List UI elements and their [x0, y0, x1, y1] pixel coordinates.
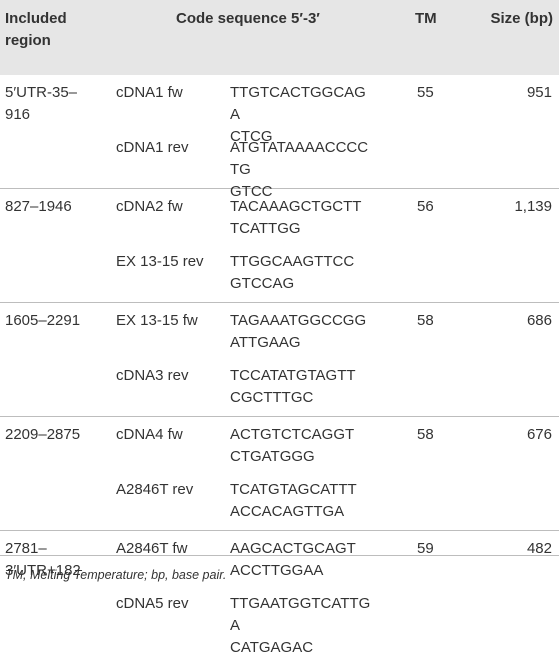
sequence-line1: ATGTATAAAACCCCTG	[230, 139, 369, 178]
table-row: 2209–2875 cDNA4 fw ACTGTCTCAGGT CTGATGGG…	[0, 424, 559, 469]
sequence-line1: TACAAAGCTGCTT	[230, 198, 362, 215]
table-row: 1605–2291 EX 13-15 fw TAGAAATGGCCGG ATTG…	[0, 310, 559, 355]
tm-cell: 56	[417, 198, 434, 215]
sequence-line2: CGCTTTGC	[230, 389, 314, 406]
region-line1: 2781–	[5, 540, 47, 557]
table-row: cDNA1 rev ATGTATAAAACCCCTG GTCC	[0, 137, 559, 200]
tm-cell: 58	[417, 426, 434, 443]
primer-name: cDNA3 rev	[116, 367, 189, 384]
sequence-line2: GTCCAG	[230, 275, 295, 292]
region-line1: 1605–2291	[5, 312, 81, 329]
primer-sequence: TCATGTAGCATTT ACCACAGTTGA	[230, 479, 375, 523]
sequence-line1: ACTGTCTCAGGT	[230, 426, 355, 443]
size-cell: 951	[526, 84, 552, 101]
primer-name: cDNA1 fw	[116, 84, 183, 101]
primer-name: cDNA1 rev	[116, 139, 189, 156]
sequence-line1: AAGCACTGCAGT	[230, 540, 356, 557]
sequence-line2: CATGAGAC	[230, 639, 314, 656]
sequence-line1: TTGGCAAGTTCC	[230, 253, 355, 270]
table-header: Included region Code sequence 5′-3′ TM S…	[0, 0, 559, 75]
tm-cell: 58	[417, 312, 434, 329]
included-region-cell: 2781– 3′UTR+182	[5, 538, 105, 582]
included-region-cell: 1605–2291	[5, 310, 105, 332]
table-row: EX 13-15 rev TTGGCAAGTTCC GTCCAG	[0, 251, 559, 296]
size-cell: 1,139	[514, 198, 552, 215]
sequence-line2: ACCACAGTTGA	[230, 503, 345, 520]
primer-sequence: TCCATATGTAGTT CGCTTTGC	[230, 365, 375, 409]
primer-sequence: TAGAAATGGCCGG ATTGAAG	[230, 310, 375, 354]
primer-name: A2846T fw	[116, 540, 188, 557]
primer-name: cDNA2 fw	[116, 198, 183, 215]
primer-sequence: TACAAAGCTGCTT TCATTGG	[230, 196, 375, 240]
sequence-line1: TTGAATGGTCATTGA	[230, 595, 371, 634]
primer-sequence: TTGAATGGTCATTGA CATGAGAC	[230, 593, 375, 659]
included-region-cell: 5′UTR-35– 916	[5, 82, 105, 126]
header-code-sequence: Code sequence 5′-3′	[176, 10, 320, 27]
sequence-line2: GTCC	[230, 183, 273, 200]
primer-name: EX 13-15 fw	[116, 312, 198, 329]
region-line2: 916	[5, 106, 31, 123]
header-tm: TM	[415, 10, 437, 27]
size-cell: 676	[526, 426, 552, 443]
sequence-line1: TCATGTAGCATTT	[230, 481, 357, 498]
table-row-group: 5′UTR-35– 916 cDNA1 fw TTGTCACTGGCAGA CT…	[0, 75, 559, 200]
included-region-cell: 2209–2875	[5, 424, 105, 446]
region-line2: 3′UTR+182	[5, 562, 81, 579]
primer-sequence: AAGCACTGCAGT ACCTTGGAA	[230, 538, 375, 582]
primer-name: EX 13-15 rev	[116, 253, 204, 270]
table-row-group: 1605–2291 EX 13-15 fw TAGAAATGGCCGG ATTG…	[0, 303, 559, 417]
header-included-region: Included region	[5, 8, 115, 52]
table-row: cDNA3 rev TCCATATGTAGTT CGCTTTGC	[0, 365, 559, 410]
primer-name: cDNA4 fw	[116, 426, 183, 443]
size-cell: 482	[526, 540, 552, 557]
table-footnote: TM, Melting Temperature; bp, base pair.	[5, 568, 227, 582]
table-bottom-rule	[0, 555, 559, 556]
region-line1: 827–1946	[5, 198, 72, 215]
primer-sequence: ATGTATAAAACCCCTG GTCC	[230, 137, 375, 203]
primer-sequence: TTGTCACTGGCAGA CTCG	[230, 82, 375, 148]
sequence-line1: TAGAAATGGCCGG	[230, 312, 367, 329]
size-cell: 686	[526, 312, 552, 329]
primer-sequence: ACTGTCTCAGGT CTGATGGG	[230, 424, 375, 468]
table-row: 2781– 3′UTR+182 A2846T fw AAGCACTGCAGT A…	[0, 538, 559, 583]
table-row: 827–1946 cDNA2 fw TACAAAGCTGCTT TCATTGG …	[0, 196, 559, 241]
sequence-line1: TTGTCACTGGCAGA	[230, 84, 366, 123]
header-size: Size (bp)	[490, 10, 554, 27]
region-line1: 2209–2875	[5, 426, 81, 443]
table-row-group: 2209–2875 cDNA4 fw ACTGTCTCAGGT CTGATGGG…	[0, 417, 559, 531]
table-row-group: 827–1946 cDNA2 fw TACAAAGCTGCTT TCATTGG …	[0, 189, 559, 303]
table-row-group: 2781– 3′UTR+182 A2846T fw AAGCACTGCAGT A…	[0, 531, 559, 656]
sequence-line2: TCATTGG	[230, 220, 301, 237]
primer-sequence: TTGGCAAGTTCC GTCCAG	[230, 251, 375, 295]
sequence-line2: ATTGAAG	[230, 334, 301, 351]
primer-name: A2846T rev	[116, 481, 194, 498]
sequence-line2: CTCG	[230, 128, 273, 145]
sequence-line1: TCCATATGTAGTT	[230, 367, 356, 384]
tm-cell: 59	[417, 540, 434, 557]
sequence-line2: CTGATGGG	[230, 448, 315, 465]
table-row: A2846T rev TCATGTAGCATTT ACCACAGTTGA	[0, 479, 559, 524]
primer-name: cDNA5 rev	[116, 595, 189, 612]
header-region-line2: region	[5, 32, 51, 49]
table-row: 5′UTR-35– 916 cDNA1 fw TTGTCACTGGCAGA CT…	[0, 82, 559, 145]
included-region-cell: 827–1946	[5, 196, 105, 218]
header-region-line1: Included	[5, 10, 67, 27]
table-row: cDNA5 rev TTGAATGGTCATTGA CATGAGAC	[0, 593, 559, 656]
tm-cell: 55	[417, 84, 434, 101]
sequence-line2: ACCTTGGAA	[230, 562, 324, 579]
region-line1: 5′UTR-35–	[5, 84, 78, 101]
